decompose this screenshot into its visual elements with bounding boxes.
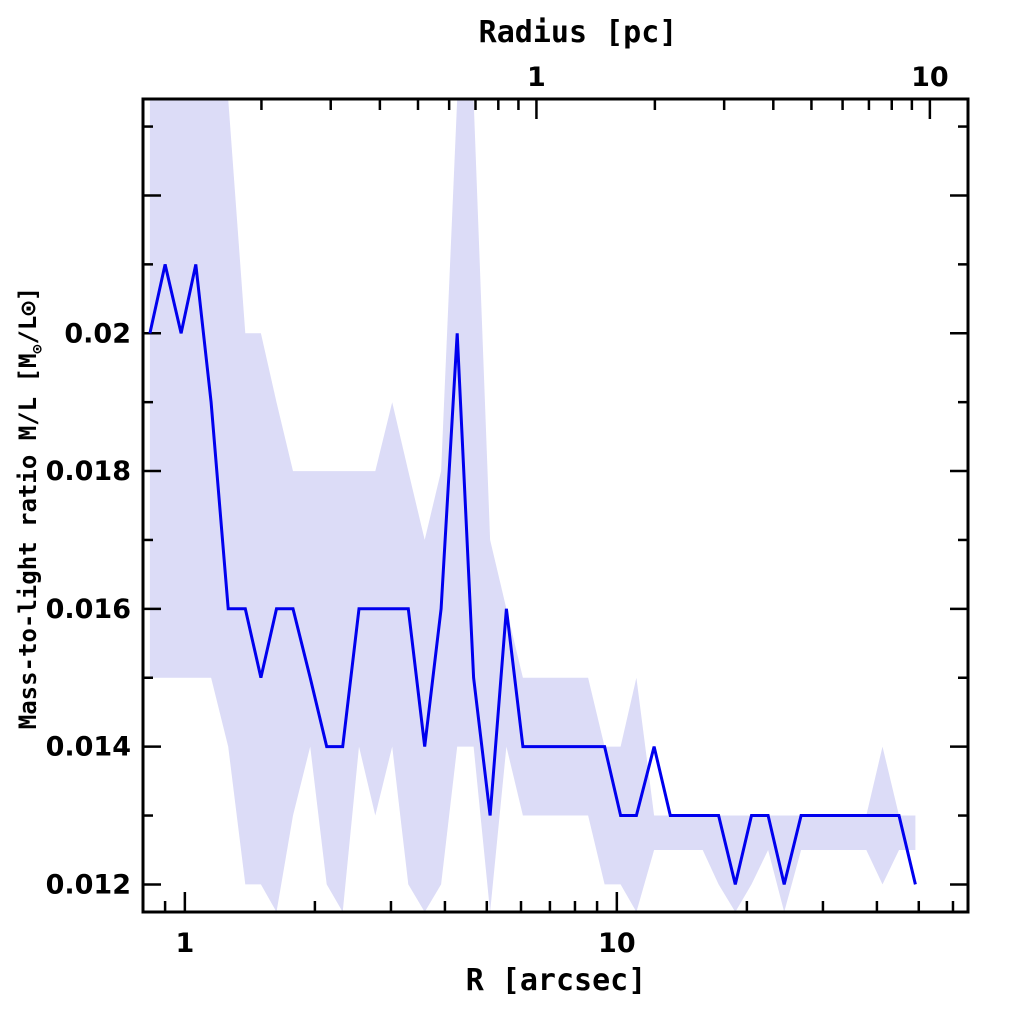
plot-frame	[141, 97, 970, 914]
series-line	[148, 264, 917, 885]
top-x-tick-label: 10	[911, 62, 949, 93]
x-axis-title: R [arcsec]	[466, 963, 647, 998]
y-axis-title-tail: /L⊙]	[14, 287, 42, 345]
top-axis-title: Radius [pc]	[479, 15, 678, 50]
series-line-layer	[148, 264, 917, 885]
y-axis-title-main: Mass-to-light ratio M/L [M	[14, 354, 42, 730]
y-axis-title: Mass-to-light ratio M/L [M⊙/L⊙]	[14, 287, 46, 730]
top-x-tick-label: 1	[527, 62, 546, 93]
y-tick-label: 0.016	[46, 594, 131, 625]
x-tick-label: 10	[598, 928, 636, 959]
y-tick-label: 0.02	[64, 318, 131, 349]
uncertainty-band-layer	[149, 99, 916, 912]
tick-layer	[141, 99, 968, 912]
y-axis-title-sun-subscript: ⊙	[28, 345, 46, 354]
y-tick-label: 0.012	[46, 869, 131, 900]
y-tick-label: 0.018	[46, 456, 131, 487]
tick-label-layer: 0.012 0.014 0.016 0.018 0.02 1 10 1 10	[46, 62, 949, 959]
y-tick-label: 0.014	[46, 732, 131, 763]
uncertainty-band	[149, 99, 916, 912]
x-tick-label: 1	[175, 928, 194, 959]
